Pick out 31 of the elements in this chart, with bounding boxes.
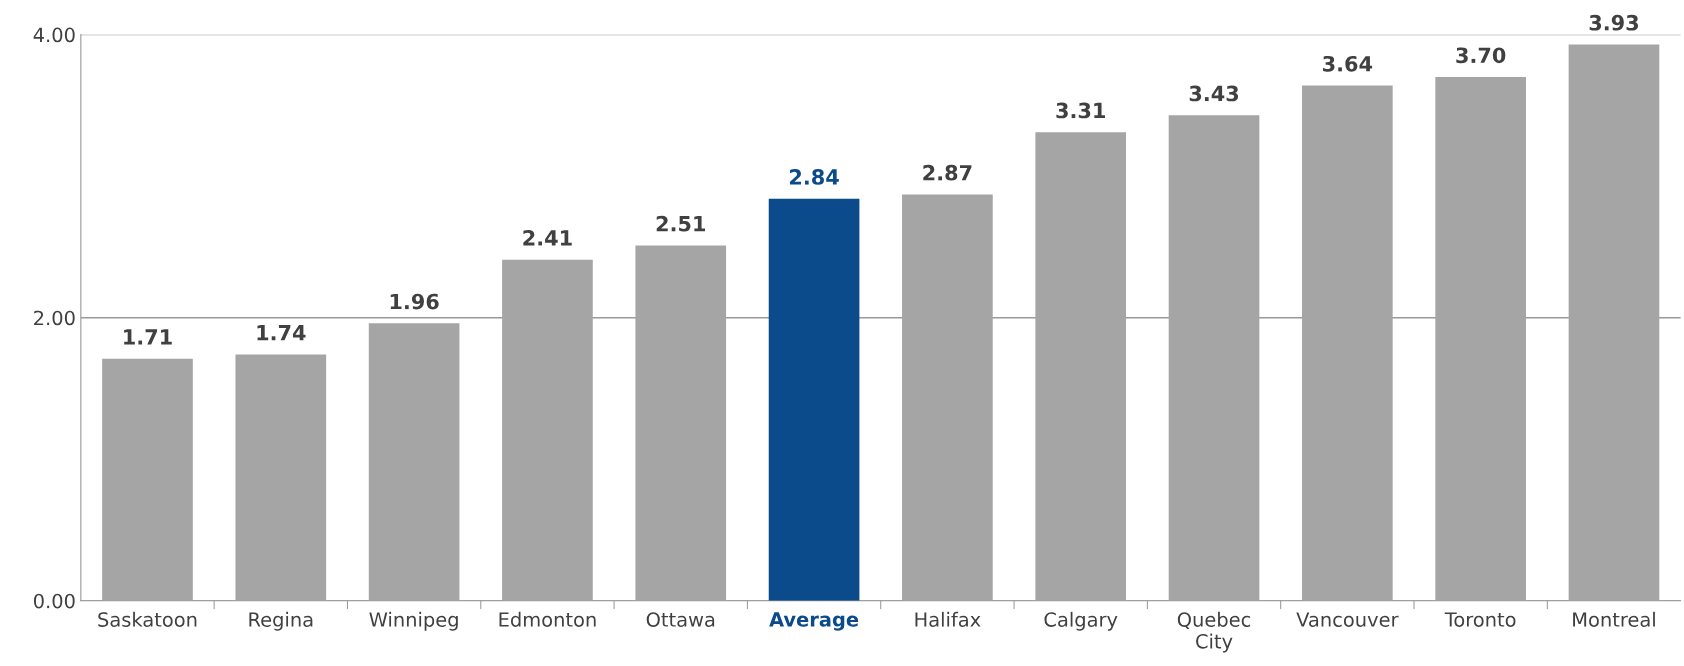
x-tick-label: Regina — [249, 611, 313, 631]
data-label: 2.51 — [656, 215, 706, 232]
x-tick-label: Average — [769, 612, 859, 631]
data-label: 3.70 — [1456, 47, 1506, 64]
data-label: 1.96 — [390, 293, 439, 310]
bar — [235, 354, 327, 601]
data-label: 2.84 — [790, 169, 839, 185]
x-tick-label: Quebec City — [1177, 611, 1251, 653]
y-tick-label: 2.00 — [34, 310, 75, 326]
x-tick-label: Toronto — [1444, 612, 1516, 627]
data-label: 3.43 — [1189, 85, 1239, 102]
bar — [102, 358, 193, 601]
bar — [368, 323, 460, 601]
data-label: 3.64 — [1323, 55, 1373, 72]
x-tick-label: Halifax — [915, 611, 981, 627]
x-tick-label: Saskatoon — [98, 611, 197, 627]
data-label: 2.87 — [923, 164, 972, 181]
bar — [768, 198, 860, 601]
data-label: 1.71 — [124, 329, 172, 345]
data-label: 3.93 — [1589, 14, 1639, 31]
data-label: 1.74 — [257, 325, 306, 341]
x-tick-label: Vancouver — [1296, 612, 1399, 627]
y-tick-label: 4.00 — [33, 27, 75, 43]
x-tick-label: Winnipeg — [369, 611, 458, 631]
data-label: 2.41 — [523, 229, 572, 246]
x-tick-label: Edmonton — [499, 611, 596, 627]
x-tick-label: Montreal — [1573, 611, 1655, 627]
x-tick-label: Calgary — [1044, 611, 1118, 631]
y-tick-label: 0.00 — [33, 593, 75, 609]
data-label: 3.31 — [1056, 102, 1105, 119]
x-tick-label: Ottawa — [646, 612, 715, 627]
